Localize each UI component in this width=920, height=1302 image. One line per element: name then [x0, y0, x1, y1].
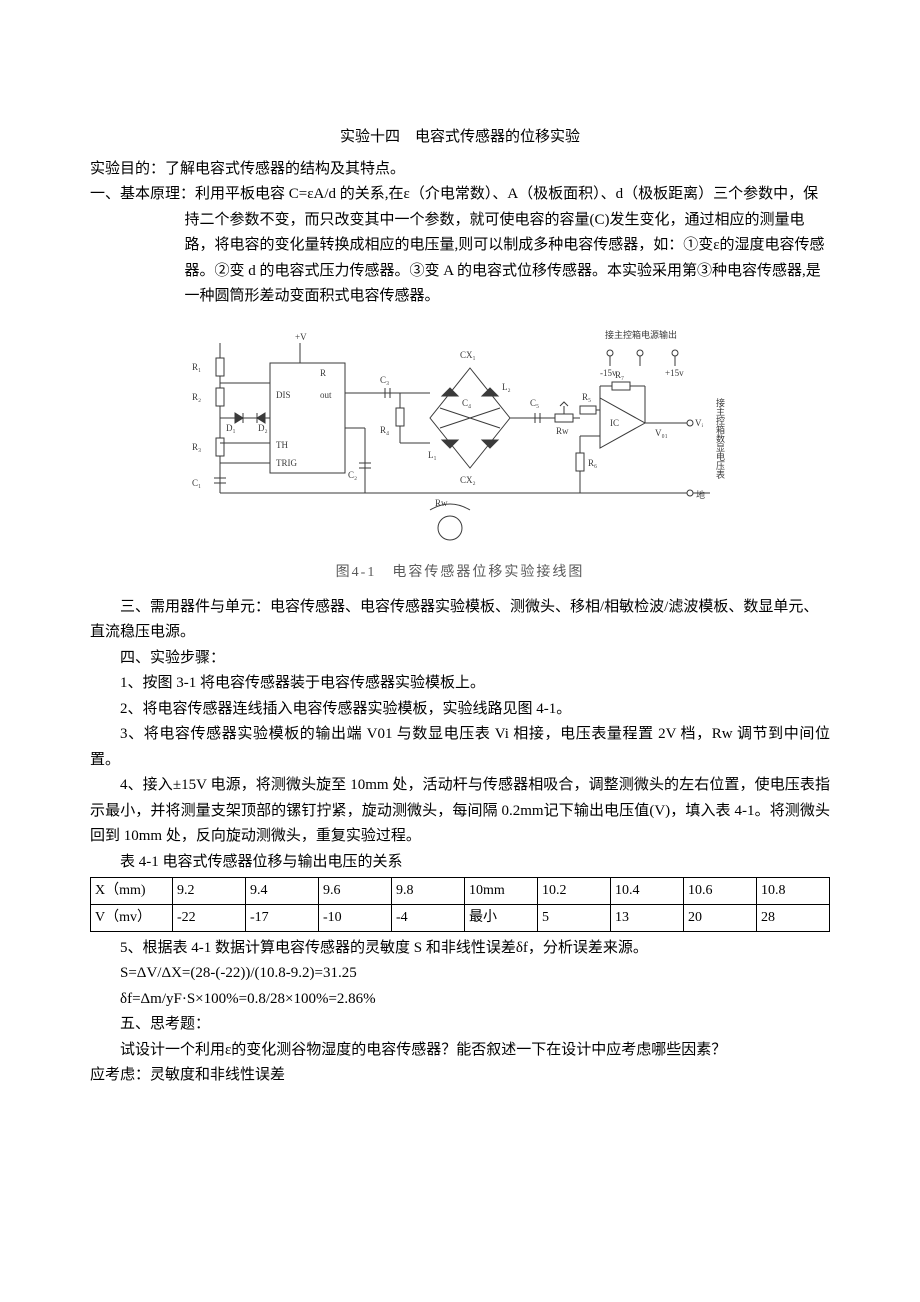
think-label: 五、思考题： [90, 1012, 830, 1038]
page: 实验十四 电容式传感器的位移实验 实验目的：了解电容式传感器的结构及其特点。 一… [0, 0, 920, 1302]
table-row: X（mm) 9.2 9.4 9.6 9.8 10mm 10.2 10.4 10.… [91, 878, 830, 905]
lbl-r6: R₆ [588, 458, 597, 468]
cell: 10.8 [757, 878, 830, 905]
lbl-r: R [320, 368, 326, 378]
lbl-cx1: CX₁ [460, 350, 476, 360]
step-2: 2、将电容传感器连线插入电容传感器实验模板，实验线路见图 4-1。 [90, 697, 830, 723]
lbl-c2: C₂ [348, 470, 357, 480]
cell: 10.6 [684, 878, 757, 905]
equipment: 三、需用器件与单元：电容传感器、电容传感器实验模板、测微头、移相/相敏检波/滤波… [90, 595, 830, 646]
cell: 最小 [465, 905, 538, 932]
lbl-ic: IC [610, 418, 619, 428]
lbl-r1: R₁ [192, 362, 201, 372]
cell: 5 [538, 905, 611, 932]
calc-label: 5、根据表 4-1 数据计算电容传感器的灵敏度 S 和非线性误差δf，分析误差来… [90, 936, 830, 962]
circuit-diagram: R₁ R₂ R₃ D₁ D₂ C₁ +V [90, 328, 830, 585]
lbl-gnd: 地 [696, 489, 705, 500]
cell: 9.2 [173, 878, 246, 905]
calc-line-1: S=ΔV/ΔX=(28-(-22))/(10.8-9.2)=31.25 [90, 961, 830, 987]
lbl-c4: C₄ [462, 398, 471, 408]
step-1: 1、按图 3-1 将电容传感器装于电容传感器实验模板上。 [90, 671, 830, 697]
lbl-r3: R₃ [192, 442, 201, 452]
row-header: V（mv） [91, 905, 173, 932]
cell: 9.6 [319, 878, 392, 905]
objective-text: 了解电容式传感器的结构及其特点。 [165, 161, 405, 177]
lbl-d1: D₁ [226, 423, 236, 433]
lbl-vi: Vᵢ [695, 418, 703, 428]
principle-label: 一、基本原理： [90, 186, 195, 202]
diagram-caption: 图4-1 电容传感器位移实验接线图 [90, 561, 830, 585]
lbl-rw: Rw [556, 426, 569, 436]
table-row: V（mv） -22 -17 -10 -4 最小 5 13 20 28 [91, 905, 830, 932]
principle: 一、基本原理：利用平板电容 C=εA/d 的关系,在ε（介电常数）、A（极板面积… [90, 182, 830, 310]
lbl-cx2: CX₂ [460, 475, 476, 485]
lbl-top: 接主控箱电源输出 [605, 329, 677, 340]
think-text: 试设计一个利用ε的变化测谷物湿度的电容传感器？能否叙述一下在设计中应考虑哪些因素… [90, 1038, 830, 1064]
lbl-r2: R₂ [192, 392, 201, 402]
cell: 10mm [465, 878, 538, 905]
data-table: X（mm) 9.2 9.4 9.6 9.8 10mm 10.2 10.4 10.… [90, 877, 830, 932]
step-3: 3、将电容传感器实验模板的输出端 V01 与数显电压表 Vi 相接，电压表量程置… [90, 722, 830, 773]
calc-line-2: δf=Δm/yF·S×100%=0.8/28×100%=2.86% [90, 987, 830, 1013]
lbl-v01: V₀₁ [655, 428, 668, 438]
circuit-svg: R₁ R₂ R₃ D₁ D₂ C₁ +V [180, 328, 740, 548]
lbl-dis: DIS [276, 390, 291, 400]
lbl-r5: R₅ [582, 392, 591, 402]
steps-label: 四、实验步骤： [90, 646, 830, 672]
equipment-label: 三、需用器件与单元： [120, 599, 270, 615]
step-4: 4、接入±15V 电源，将测微头旋至 10mm 处，活动杆与传感器相吸合，调整测… [90, 773, 830, 850]
cell: -17 [246, 905, 319, 932]
table-caption: 表 4-1 电容式传感器位移与输出电压的关系 [90, 850, 830, 876]
lbl-l1: L₁ [428, 450, 437, 460]
answer-text: 应考虑：灵敏度和非线性误差 [90, 1063, 830, 1089]
row-header: X（mm) [91, 878, 173, 905]
lbl-m15: -15v [600, 368, 617, 378]
cell: 20 [684, 905, 757, 932]
lbl-d2: D₂ [258, 423, 268, 433]
cell: -10 [319, 905, 392, 932]
cell: 28 [757, 905, 830, 932]
cell: -4 [392, 905, 465, 932]
objective: 实验目的：了解电容式传感器的结构及其特点。 [90, 157, 830, 183]
cell: 9.8 [392, 878, 465, 905]
lbl-out: out [320, 390, 332, 400]
lbl-c1: C₁ [192, 478, 201, 488]
cell: 10.4 [611, 878, 684, 905]
lbl-p15: +15v [665, 368, 684, 378]
objective-label: 实验目的： [90, 161, 165, 177]
cell: 10.2 [538, 878, 611, 905]
lbl-plusv: +V [295, 332, 307, 342]
cell: 9.4 [246, 878, 319, 905]
cell: 13 [611, 905, 684, 932]
principle-text: 利用平板电容 C=εA/d 的关系,在ε（介电常数）、A（极板面积）、d（极板距… [185, 186, 825, 304]
lbl-right: 接主控箱数显电压表 [715, 396, 725, 479]
lbl-trig: TRIG [276, 458, 297, 468]
cell: -22 [173, 905, 246, 932]
lbl-l2: L₂ [502, 382, 511, 392]
lbl-r4: R₄ [380, 425, 389, 435]
lbl-c5: C₅ [530, 398, 539, 408]
lbl-th: TH [276, 440, 288, 450]
lbl-c3: C₃ [380, 375, 389, 385]
title: 实验十四 电容式传感器的位移实验 [90, 125, 830, 151]
